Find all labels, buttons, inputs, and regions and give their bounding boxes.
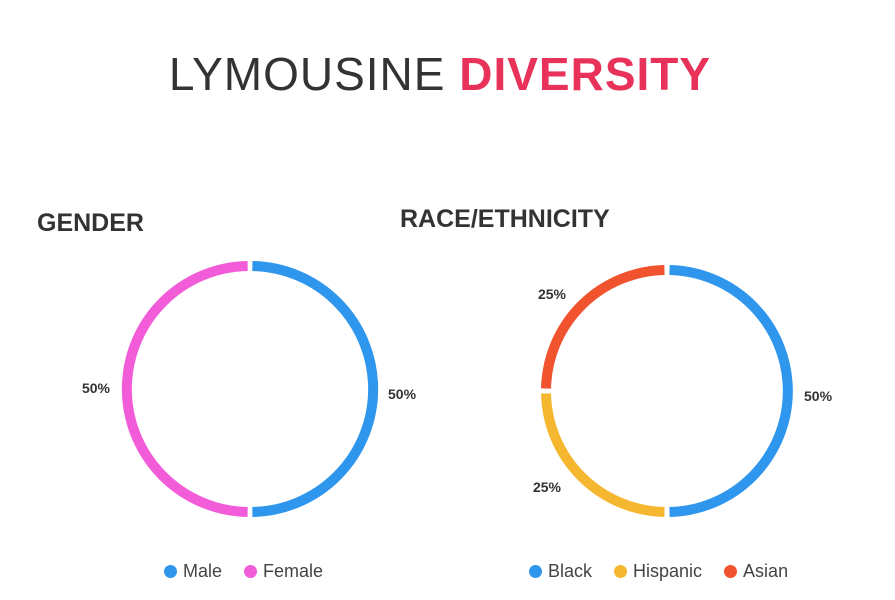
legend-item-male: Male [164, 561, 222, 582]
page-title: LYMOUSINE DIVERSITY [0, 44, 880, 104]
value-label-male: 50% [388, 386, 417, 402]
donut-slice-black [669, 265, 793, 517]
donut-slice-male [252, 261, 379, 517]
legend-swatch-black [529, 565, 542, 578]
donut-slice-asian [541, 265, 665, 389]
legend-item-female: Female [244, 561, 323, 582]
legend-label-asian: Asian [743, 561, 789, 581]
legend-label-black: Black [548, 561, 593, 581]
value-label-asian: 25% [538, 286, 567, 302]
value-label-black: 50% [804, 388, 833, 404]
legend-item-black: Black [529, 561, 592, 582]
legend-item-asian: Asian [724, 561, 788, 582]
race-chart-title: RACE/ETHNICITY [400, 205, 610, 233]
legend-swatch-hispanic [614, 565, 628, 578]
value-label-female: 50% [82, 380, 111, 396]
title-part-2: DIVERSITY [459, 48, 712, 100]
legend-label-female: Female [263, 561, 324, 581]
legend-swatch-female [244, 565, 258, 578]
legend-item-hispanic: Hispanic [614, 561, 702, 582]
donut-slice-hispanic [541, 393, 665, 517]
value-label-hispanic: 25% [533, 479, 562, 495]
legend-label-hispanic: Hispanic [633, 561, 703, 581]
gender-legend: Male Female [164, 561, 323, 582]
title-part-1: LYMOUSINE [168, 48, 446, 100]
donut-slice-female [121, 261, 248, 517]
legend-swatch-asian [724, 565, 738, 578]
gender-chart-title: GENDER [37, 209, 144, 237]
legend-label-male: Male [183, 561, 223, 581]
race-legend: Black Hispanic Asian [529, 561, 788, 582]
legend-swatch-male [164, 565, 177, 578]
